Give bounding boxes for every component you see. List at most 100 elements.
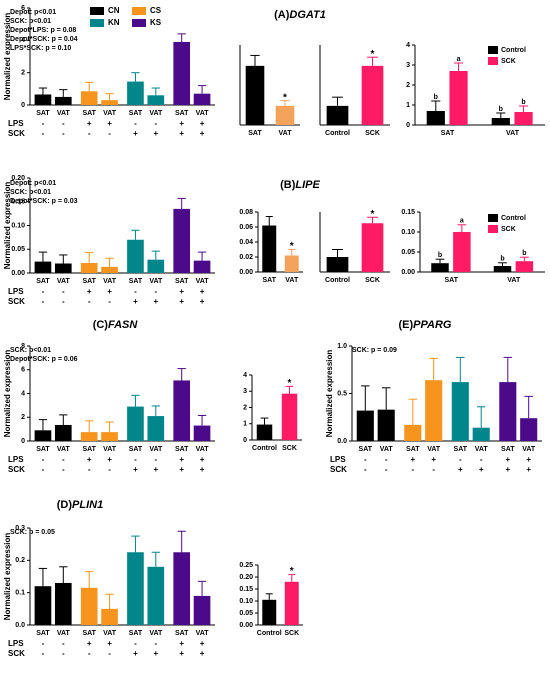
y-axis-label: Normalized expression bbox=[3, 350, 12, 438]
row-value: + bbox=[200, 639, 205, 648]
x-tick-label: VAT bbox=[506, 130, 520, 137]
row-value: - bbox=[62, 287, 65, 296]
x-tick-label: VAT bbox=[196, 278, 210, 285]
row-value: + bbox=[200, 465, 205, 474]
bar bbox=[147, 95, 165, 105]
legend-label: SCK bbox=[501, 226, 516, 233]
stat-text: SCK: p<0.01 bbox=[10, 347, 51, 354]
y-tick-label: 0 bbox=[21, 102, 25, 109]
y-tick-label: 1 bbox=[406, 102, 410, 109]
bar bbox=[453, 232, 471, 272]
error-bar bbox=[454, 62, 464, 71]
row-value: + bbox=[133, 649, 138, 658]
x-tick-label: VAT bbox=[149, 110, 163, 117]
x-tick-label: VAT bbox=[103, 446, 117, 453]
bar bbox=[80, 91, 98, 105]
error-bar bbox=[288, 574, 296, 582]
bar bbox=[101, 432, 118, 441]
x-tick-label: VAT bbox=[57, 278, 71, 285]
bar bbox=[515, 261, 534, 272]
error-bar bbox=[177, 530, 186, 553]
significance-label: * bbox=[371, 209, 375, 220]
y-tick-label: 0.0 bbox=[337, 438, 347, 445]
y-tick-label: 0.3 bbox=[15, 525, 25, 532]
bar bbox=[127, 239, 144, 273]
x-tick-label: SAT bbox=[129, 630, 143, 637]
error-bar bbox=[361, 385, 370, 411]
row-value: + bbox=[179, 465, 184, 474]
x-tick-label: VAT bbox=[103, 110, 117, 117]
bar bbox=[451, 382, 469, 441]
legend-label: CS bbox=[150, 6, 162, 15]
row-value: + bbox=[153, 465, 158, 474]
significance-label: b bbox=[499, 106, 503, 113]
bar bbox=[101, 266, 118, 273]
error-bar bbox=[288, 249, 296, 256]
row-value: - bbox=[62, 465, 65, 474]
x-tick-label: SAT bbox=[36, 630, 50, 637]
significance-label: b bbox=[434, 94, 438, 101]
row-value: + bbox=[179, 639, 184, 648]
legend-swatch bbox=[488, 225, 498, 233]
legend-swatch bbox=[488, 214, 498, 222]
bar bbox=[127, 406, 144, 441]
bar bbox=[54, 96, 72, 105]
x-tick-label: VAT bbox=[196, 630, 210, 637]
bar bbox=[377, 409, 395, 441]
y-tick-label: 0.00 bbox=[11, 270, 25, 277]
error-bar bbox=[332, 96, 343, 106]
error-bar bbox=[498, 262, 507, 266]
bar bbox=[54, 263, 72, 273]
y-tick-label: 6 bbox=[21, 5, 25, 12]
y-tick-label: 0.00 bbox=[239, 622, 253, 629]
bar bbox=[326, 257, 349, 272]
bar bbox=[256, 424, 273, 440]
x-tick-label: VAT bbox=[149, 278, 163, 285]
error-bar bbox=[519, 105, 529, 112]
gene-name: FASN bbox=[108, 319, 138, 331]
error-bar bbox=[367, 216, 378, 224]
row-value: + bbox=[431, 455, 436, 464]
row-label: LPS bbox=[330, 455, 346, 464]
bar bbox=[193, 425, 211, 441]
error-bar bbox=[59, 566, 68, 583]
y-tick-label: 0.20 bbox=[239, 574, 253, 581]
stat-text: SCK: p<0.01 bbox=[10, 18, 51, 25]
y-tick-label: 8 bbox=[21, 343, 25, 350]
x-tick-label: Control bbox=[325, 277, 350, 284]
bar bbox=[491, 118, 510, 125]
y-tick-label: 4 bbox=[21, 390, 25, 397]
x-tick-label: SAT bbox=[129, 278, 143, 285]
panel-title: (C)FASN bbox=[93, 319, 139, 331]
bar bbox=[173, 41, 191, 105]
x-tick-label: VAT bbox=[57, 110, 71, 117]
legend-label: Control bbox=[501, 47, 526, 54]
x-tick-label: Control bbox=[252, 445, 277, 452]
x-tick-label: VAT bbox=[279, 130, 293, 137]
bar bbox=[284, 581, 299, 625]
row-value: + bbox=[200, 455, 205, 464]
y-tick-label: 0.0 bbox=[15, 622, 25, 629]
y-tick-label: 3 bbox=[243, 388, 247, 395]
y-tick-label: 0.06 bbox=[239, 224, 253, 231]
x-tick-label: VAT bbox=[380, 446, 394, 453]
bar bbox=[34, 430, 52, 441]
row-value: + bbox=[200, 287, 205, 296]
x-tick-label: SAT bbox=[175, 278, 189, 285]
bar bbox=[262, 225, 277, 272]
significance-label: * bbox=[288, 378, 292, 389]
row-label: SCK bbox=[330, 465, 347, 474]
x-tick-label: SAT bbox=[501, 446, 515, 453]
error-bar bbox=[59, 254, 68, 264]
row-value: - bbox=[62, 639, 65, 648]
x-tick-label: Control bbox=[257, 630, 282, 637]
bar bbox=[54, 424, 72, 441]
row-value: + bbox=[200, 649, 205, 658]
y-axis-label: Normalized expression bbox=[3, 13, 12, 101]
row-value: + bbox=[200, 129, 205, 138]
row-value: + bbox=[410, 455, 415, 464]
row-value: - bbox=[88, 129, 91, 138]
x-tick-label: SAT bbox=[445, 277, 459, 284]
x-tick-label: Control bbox=[325, 130, 350, 137]
y-tick-label: 0 bbox=[243, 437, 247, 444]
